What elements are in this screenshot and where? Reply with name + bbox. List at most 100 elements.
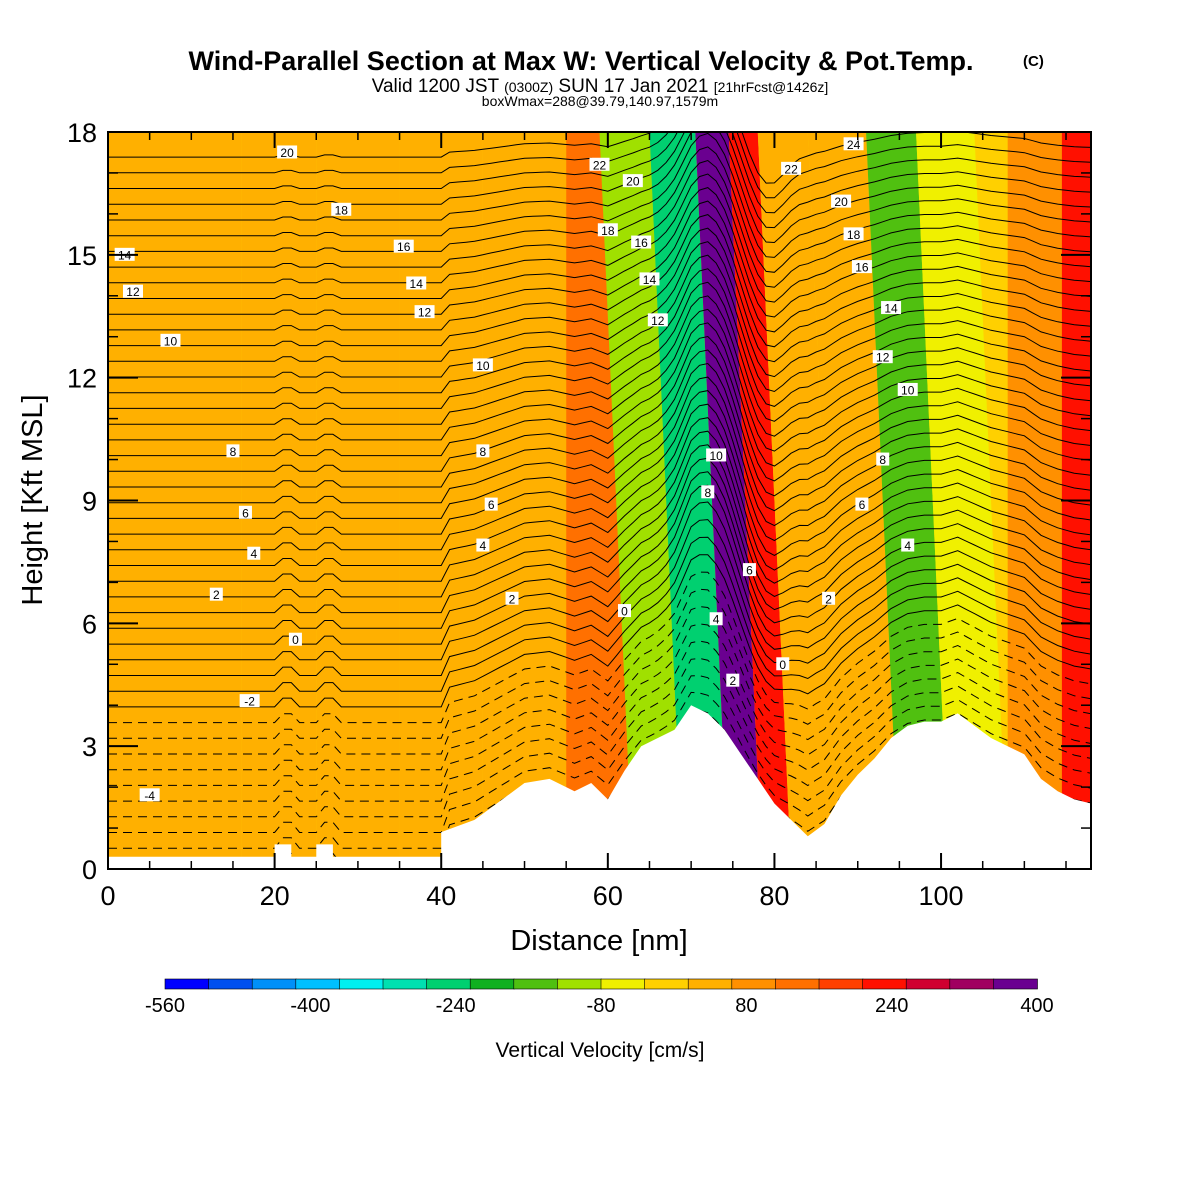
theta-contour-line [108, 484, 1091, 645]
x-tick-label: 20 [260, 881, 290, 911]
contour-label: 20 [277, 145, 298, 160]
theta-contours [108, 132, 1091, 865]
colorbar-swatch [731, 978, 777, 990]
subtitle-date: SUN 17 Jan 2021 [558, 76, 708, 97]
contour-label: 20 [622, 174, 643, 189]
colorbar-swatch [251, 978, 297, 990]
theta-contour-line [108, 471, 1091, 629]
contour-label-box [239, 694, 260, 708]
contour-label-text: 8 [879, 453, 886, 467]
contour-label-box [855, 497, 869, 511]
contour-label-box [393, 239, 414, 253]
velocity-band [866, 132, 950, 869]
colorbar-swatch [600, 978, 646, 990]
theta-contour-line [108, 554, 1091, 708]
velocity-band [757, 132, 842, 869]
theta-contour-line [108, 430, 1091, 584]
theta-contour-line [108, 335, 1091, 482]
contour-label: 20 [831, 194, 852, 209]
theta-contour-line [108, 417, 1091, 571]
contour-label-text: 12 [651, 314, 665, 328]
theta-contour-line [108, 606, 1091, 755]
contour-label-text: 16 [855, 261, 869, 275]
contour-label: 18 [597, 223, 618, 238]
contour-label-text: 10 [901, 383, 915, 397]
contour-label: 12 [872, 350, 893, 365]
contour-label: 14 [639, 272, 660, 287]
colorbar-swatch [862, 978, 907, 990]
colorbar-swatch [295, 978, 341, 990]
contour-label-box [226, 444, 240, 458]
chart-subtitle-2: boxWmax=288@39.79,140.97,1579m [482, 93, 718, 109]
contour-label: 12 [647, 313, 668, 328]
contour-label: 2 [726, 673, 740, 688]
theta-contour-line [108, 457, 1091, 614]
theta-contour-line [108, 519, 1091, 676]
velocity-band [241, 132, 317, 869]
y-tick-label: 3 [82, 732, 97, 762]
contour-label-box [472, 358, 493, 372]
contour-label-box [622, 174, 643, 188]
contour-label: 10 [160, 333, 181, 348]
terrain [108, 705, 1091, 869]
contour-label-text: 18 [601, 224, 615, 238]
chart-subtitle: Valid 1200 JST (0300Z) SUN 17 Jan 2021 [… [372, 76, 829, 97]
theta-contour-line [108, 214, 1091, 348]
contour-label-box [851, 260, 872, 274]
contour-label: 16 [851, 260, 872, 275]
velocity-band [916, 132, 1008, 869]
contour-label-box [881, 301, 902, 315]
theta-contour-line [108, 623, 1091, 771]
contour-label-text: -2 [244, 695, 255, 709]
contour-label-text: 16 [397, 240, 411, 254]
theta-contour-line [108, 362, 1091, 512]
x-tick-label: 40 [426, 881, 456, 911]
colorbar-title: Vertical Velocity [cm/s] [496, 1039, 705, 1062]
colorbar-swatch [775, 978, 820, 990]
colorbar-swatch [993, 978, 1038, 990]
contour-label: 10 [706, 448, 727, 463]
contour-label-box [897, 382, 918, 396]
contour-label-box [617, 604, 631, 618]
y-tick-label: 6 [82, 609, 97, 639]
contour-label-text: 10 [476, 359, 490, 373]
contour-label-text: 16 [634, 236, 648, 250]
contour-label-text: 20 [626, 175, 640, 189]
contour-label: -4 [139, 788, 160, 803]
subtitle-utc: (0300Z) [504, 79, 553, 95]
colorbar-swatch [905, 978, 951, 990]
contour-label-text: 6 [746, 564, 753, 578]
contour-label: 14 [881, 301, 902, 316]
contour-label: 2 [822, 591, 836, 606]
velocity-band [482, 132, 567, 869]
colorbar-swatch [426, 978, 472, 990]
contour-label: 4 [901, 538, 915, 553]
contour-label-box [277, 145, 298, 159]
contour-label: 18 [331, 202, 352, 217]
theta-contour-line [108, 308, 1091, 452]
theta-contour-line [108, 444, 1091, 598]
contour-label-text: 6 [488, 498, 495, 512]
contour-label: 2 [209, 587, 223, 602]
theta-contour-line [108, 254, 1091, 393]
theta-contour-line [108, 132, 1091, 244]
contour-label-box [843, 227, 864, 241]
contour-label-box [476, 538, 490, 552]
contour-label-box [843, 137, 864, 151]
colorbar: -560 -400 -240 -80 80 240 400 [145, 978, 1054, 1017]
contour-label: 24 [843, 137, 864, 152]
contour-label-box [122, 284, 143, 298]
contour-label: 4 [709, 612, 723, 627]
contour-label-box [331, 202, 352, 216]
contour-label-text: 4 [713, 613, 720, 627]
x-tick-label: 60 [593, 881, 623, 911]
contour-labels: -4-2024681012141618201412108642022201816… [114, 137, 918, 803]
theta-contour-line [108, 281, 1091, 422]
x-axis-label: Distance [nm] [510, 925, 687, 957]
contour-label-box [709, 612, 723, 626]
contour-label-box [701, 485, 715, 499]
contour-label-box [597, 223, 618, 237]
contour-label-box [742, 563, 756, 577]
